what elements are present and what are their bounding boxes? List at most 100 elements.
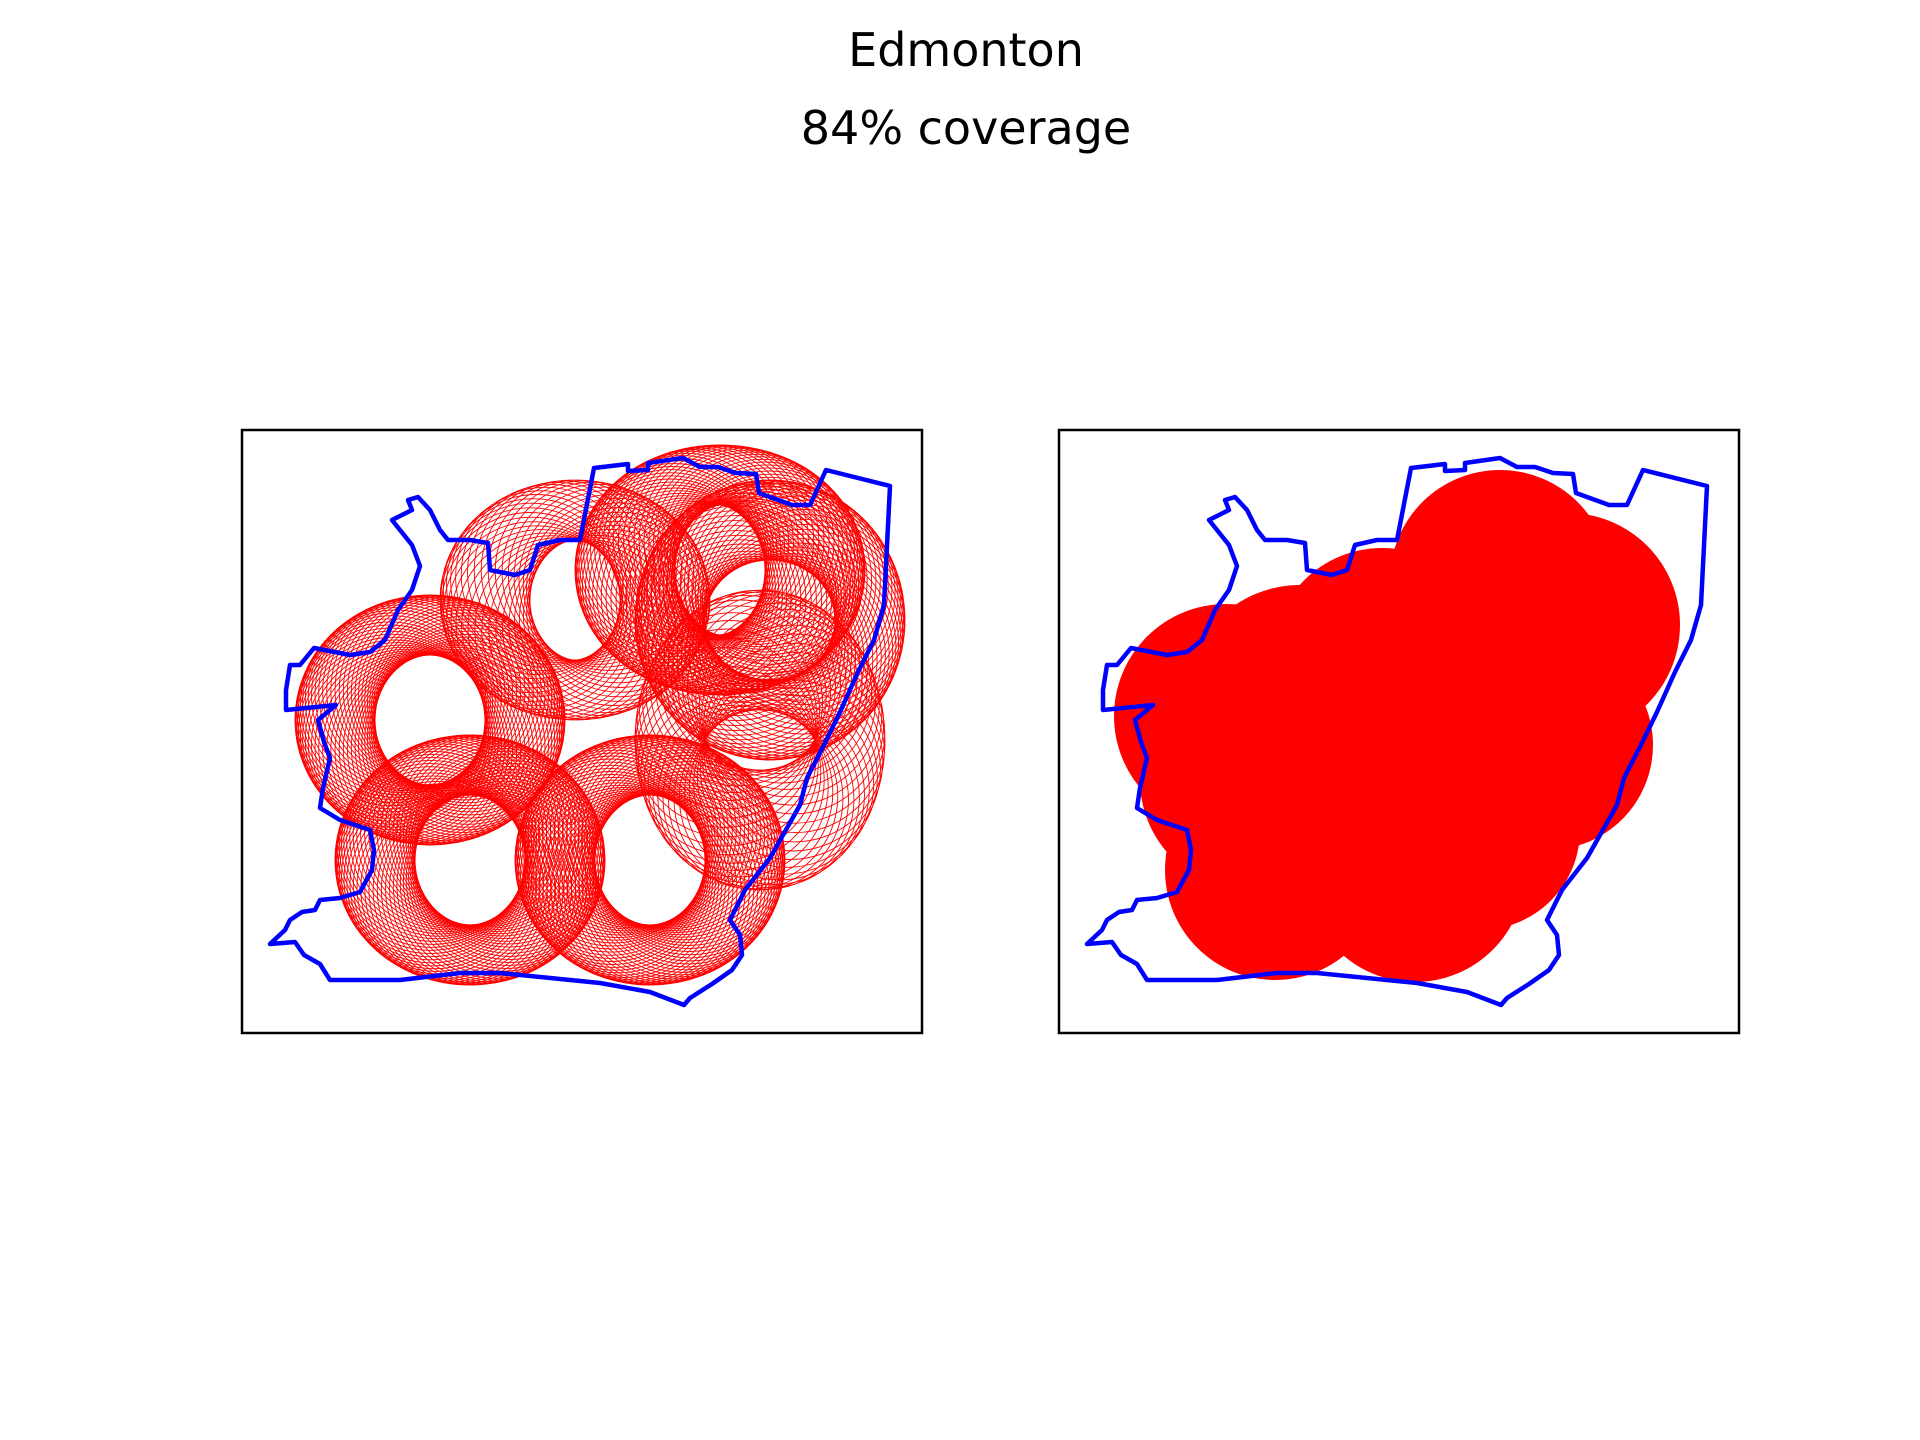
panel-filled-union [1057,428,1741,1035]
coverage-circle [440,502,622,684]
coverage-circle [652,701,834,883]
coverage-circle [342,595,534,787]
coverage-circle [660,591,842,773]
coverage-circle [574,472,766,664]
coverage-circle [640,682,822,864]
panel-frame [1057,428,1741,1035]
coverage-circle [646,489,848,691]
coverage-circle [366,606,558,798]
coverage-circle [450,490,632,672]
city-boundary [1084,455,1710,1008]
figure-subtitle: 84% coverage [801,101,1131,155]
coverage-circle [581,786,773,978]
coverage-circle [664,456,856,648]
coverage-circle [513,486,695,668]
coverage-circle [542,793,734,985]
coverage-circle [414,769,605,961]
coverage-circle [637,534,839,736]
coverage-circle [668,709,849,891]
coverage-circle [513,532,695,714]
coverage-circle [589,779,781,971]
coverage-circle [538,792,730,983]
coverage-circle [392,791,584,983]
coverage-circle [311,648,502,840]
coverage-circle [576,466,768,657]
coverage-circle [349,741,541,933]
coverage-circle [704,652,886,834]
coverage-circle [364,644,556,836]
coverage-circle [574,790,766,982]
coverage-circle [671,589,852,771]
coverage-circle [636,628,818,810]
coverage-circle [442,498,624,680]
coverage-circle [698,616,880,798]
coverage-circle [652,449,844,641]
coverage-circle [691,602,873,784]
coverage-area-filled [1114,470,1680,982]
coverage-circle [528,787,719,978]
panel-frame [240,428,924,1035]
coverage-circle [695,608,877,790]
coverage-circle [647,550,849,752]
coverage-circle [678,707,860,889]
coverage-circle [698,542,900,744]
coverage-circle [392,737,584,929]
coverage-circle [635,637,817,819]
coverage-circle [639,620,820,801]
coverage-circle [534,790,726,982]
coverage-circle [413,772,605,964]
coverage-circle [701,624,883,806]
coverage-circle [410,778,602,969]
coverage-circle [299,609,491,801]
coverage-circle [679,481,881,683]
coverage-circle [523,525,704,706]
coverage-circle [354,598,546,790]
coverage-circle [592,773,784,965]
coverage-circle [446,494,627,675]
coverage-circle [588,495,780,687]
coverage-circle [514,761,706,953]
coverage-circle [641,543,843,745]
coverage-circle [681,593,863,775]
coverage-circle [676,590,858,772]
coverage-circle [372,615,564,807]
coverage-circle [699,499,901,701]
coverage-circle [647,696,829,878]
coverage-circle [688,699,870,881]
coverage-circle [650,599,832,781]
coverage-circle [519,749,711,941]
coverage-circle [526,520,708,702]
coverage-circle [687,485,889,687]
coverage-circle [702,533,904,735]
coverage-circle [574,738,766,930]
coverage-blob [1190,740,1350,900]
coverage-circle [411,775,603,967]
coverage-circle [534,738,726,930]
coverage-circle [294,621,486,813]
coverage-circle [455,486,637,668]
coverage-circle [396,739,588,931]
coverage-circle [402,785,594,977]
coverage-circle [354,650,546,842]
coverage-circle [369,609,561,801]
coverage-circle [642,612,824,794]
figure-title: Edmonton [848,23,1084,77]
coverage-circle-outlines [294,444,906,986]
coverage-circle [594,767,786,959]
coverage-circle [644,547,846,749]
coverage-circle [450,529,632,711]
coverage-circle [695,546,897,748]
coverage-circle [410,750,602,942]
coverage-circle [295,618,487,810]
coverage-circle [439,507,621,689]
coverage-circle [518,489,700,671]
coverage-circle [373,618,565,810]
coverage-circle [546,793,738,985]
city-boundary [267,455,893,1008]
coverage-circle [686,597,868,779]
coverage-circle [637,674,819,856]
panel-outline-circles [240,428,924,1035]
coverage-circle [531,788,723,980]
coverage-circle [639,539,841,741]
